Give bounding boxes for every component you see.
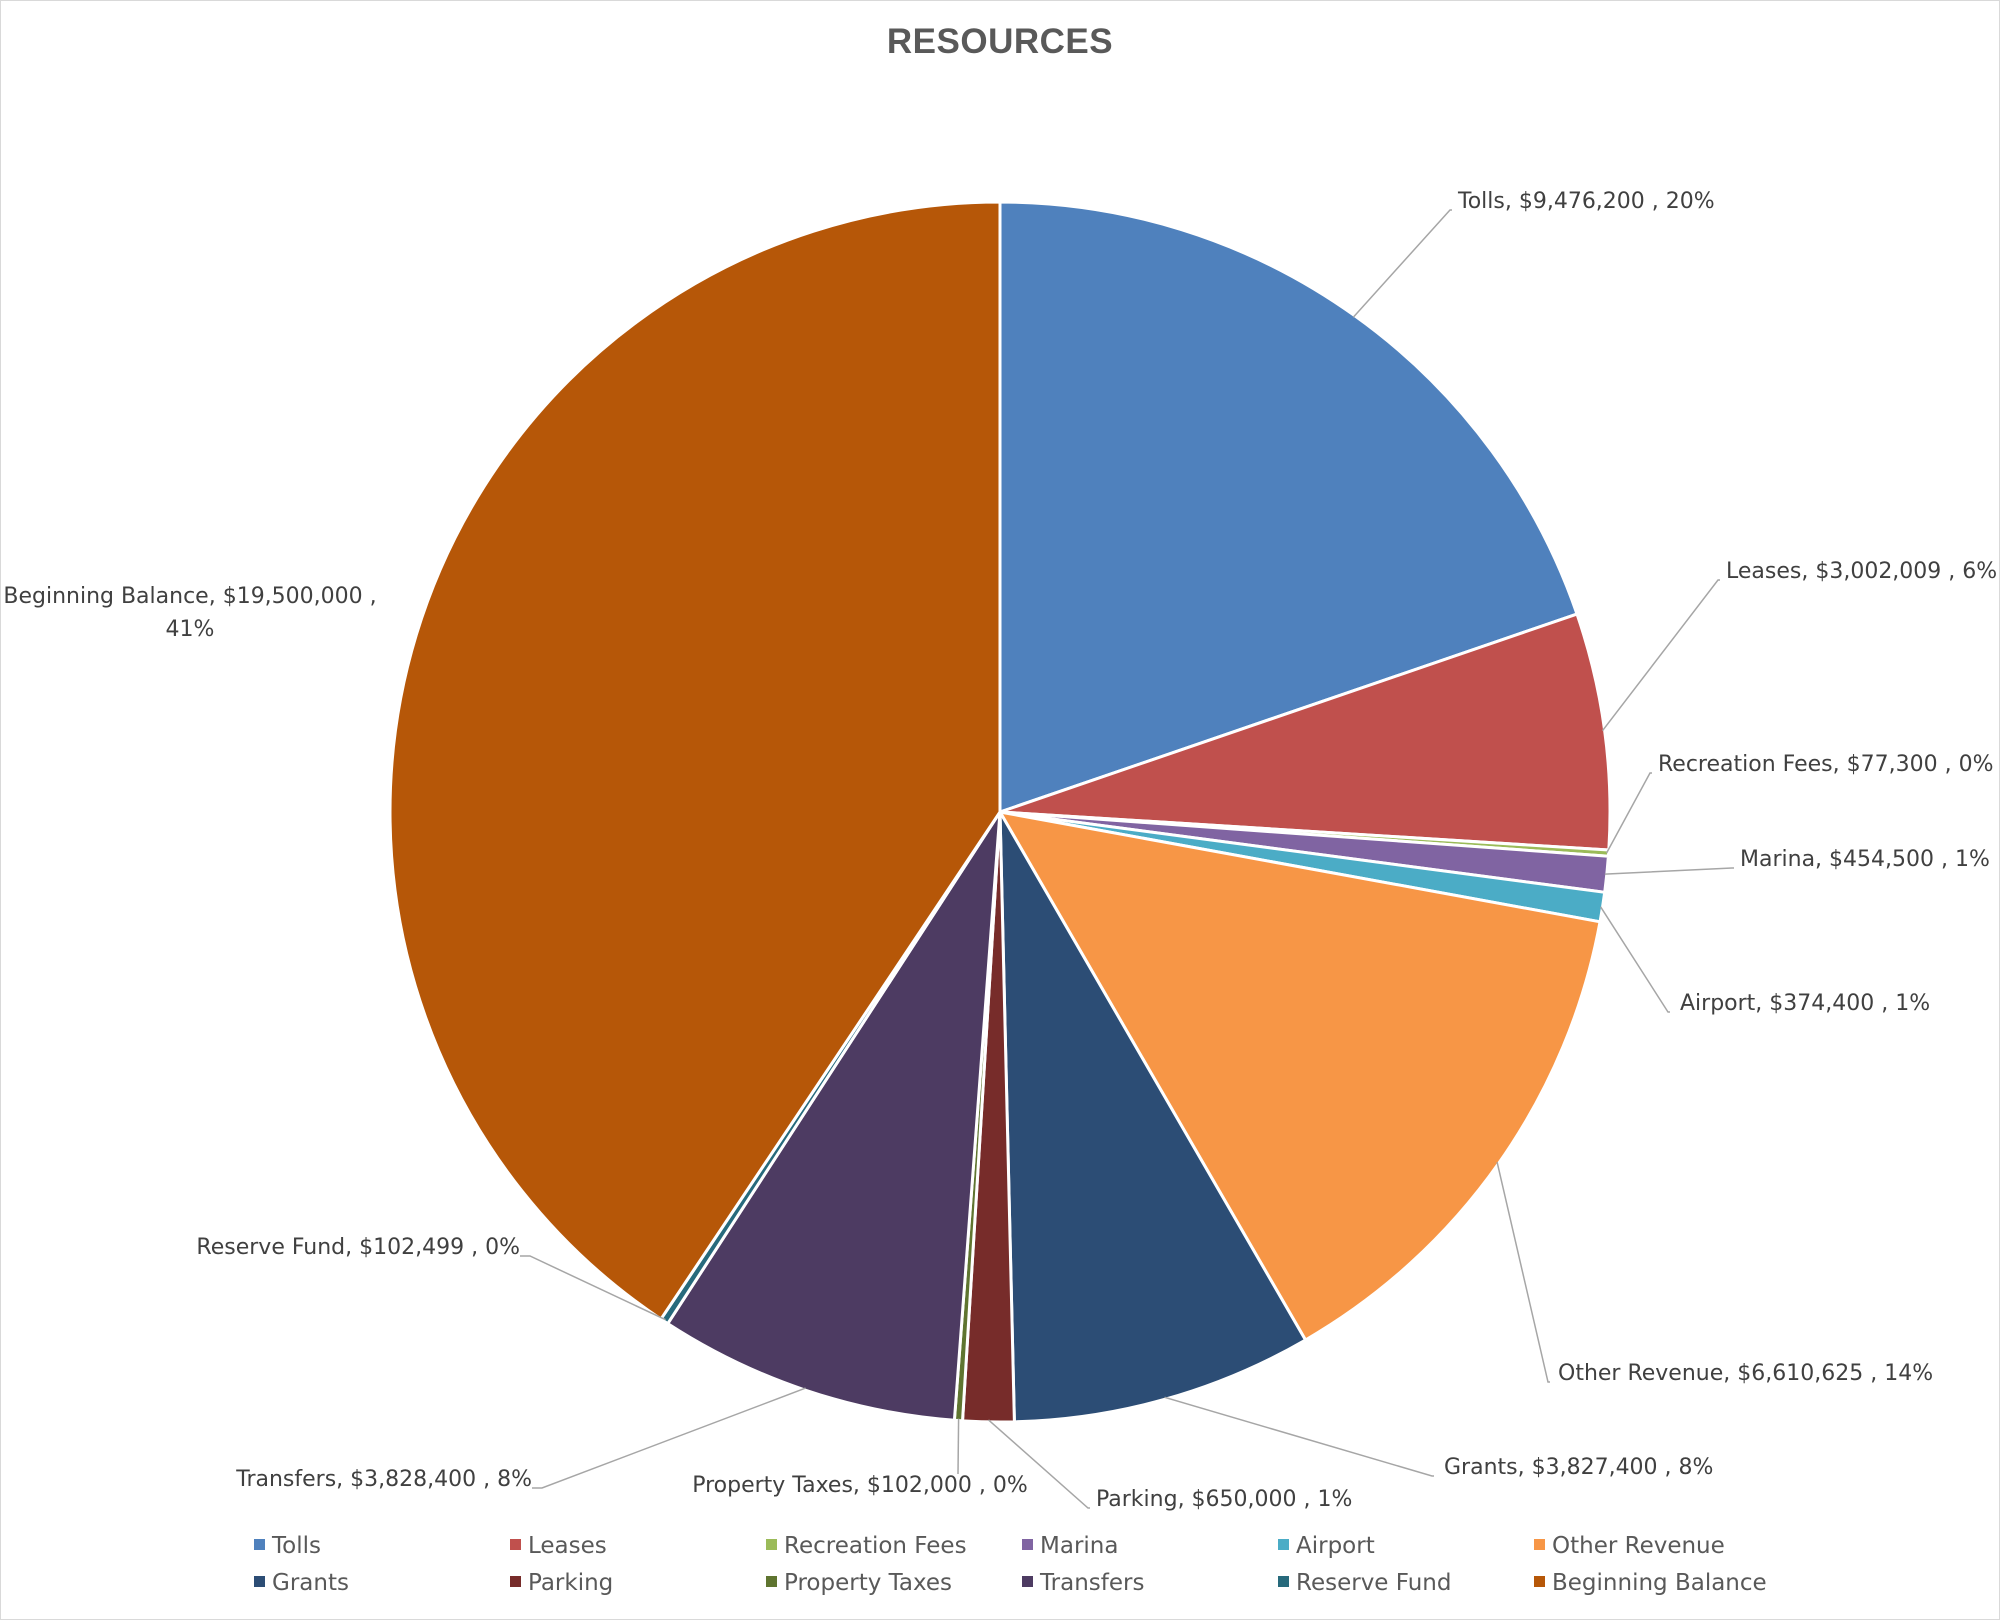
legend-label-grants: Grants: [272, 1570, 349, 1596]
leader-line-property-taxes: [958, 1419, 959, 1474]
legend-swatch-airport: [1278, 1539, 1289, 1550]
data-label-property-taxes: Property Taxes, $102,000 , 0%: [692, 1473, 1028, 1498]
leader-line-tolls: [1353, 210, 1452, 317]
legend-label-parking: Parking: [528, 1570, 613, 1596]
data-label-other-revenue: Other Revenue, $6,610,625 , 14%: [1558, 1361, 1933, 1386]
legend-swatch-leases: [510, 1539, 521, 1550]
data-label-parking: Parking, $650,000 , 1%: [1096, 1487, 1352, 1512]
legend-swatch-recreation-fees: [766, 1539, 777, 1550]
legend-label-leases: Leases: [528, 1533, 607, 1559]
legend-swatch-marina: [1022, 1539, 1033, 1550]
legend-swatch-reserve-fund: [1278, 1576, 1289, 1587]
leader-line-grants: [1165, 1397, 1434, 1476]
legend: Tolls Leases Recreation Fees Marina Airport O…: [254, 1533, 1767, 1596]
legend-label-beginning-balance: Beginning Balance: [1552, 1570, 1767, 1596]
legend-label-reserve-fund: Reserve Fund: [1296, 1570, 1452, 1596]
data-label-grants: Grants, $3,827,400 , 8%: [1444, 1455, 1713, 1480]
legend-swatch-grants: [254, 1576, 265, 1587]
legend-label-property-taxes: Property Taxes: [784, 1570, 952, 1596]
pie-slices: [390, 202, 1610, 1422]
data-label-marina: Marina, $454,500 , 1%: [1740, 847, 1990, 872]
legend-swatch-property-taxes: [766, 1576, 777, 1587]
legend-label-airport: Airport: [1296, 1533, 1375, 1559]
legend-label-tolls: Tolls: [271, 1533, 321, 1559]
leader-line-recreation-fees: [1607, 773, 1652, 853]
legend-label-recreation-fees: Recreation Fees: [784, 1533, 967, 1559]
legend-label-transfers: Transfers: [1039, 1570, 1144, 1596]
legend-swatch-tolls: [254, 1539, 265, 1550]
data-label-recreation-fees: Recreation Fees, $77,300 , 0%: [1658, 752, 1993, 777]
data-label-transfers: Transfers, $3,828,400 , 8%: [235, 1467, 532, 1492]
legend-swatch-parking: [510, 1576, 521, 1587]
legend-swatch-other-revenue: [1534, 1539, 1545, 1550]
data-label-airport: Airport, $374,400 , 1%: [1680, 991, 1930, 1016]
leader-line-marina: [1605, 868, 1734, 874]
legend-swatch-transfers: [1022, 1576, 1033, 1587]
leader-line-other-revenue: [1497, 1162, 1550, 1382]
data-label-reserve-fund: Reserve Fund, $102,499 , 0%: [196, 1235, 520, 1260]
data-label-beginning-balance: Beginning Balance, $19,500,000 , 41%: [3, 584, 376, 642]
legend-swatch-beginning-balance: [1534, 1576, 1545, 1587]
leader-line-leases: [1603, 580, 1721, 731]
data-label-leases: Leases, $3,002,009 , 6%: [1726, 559, 1997, 584]
leader-line-airport: [1601, 907, 1670, 1012]
legend-label-marina: Marina: [1040, 1533, 1118, 1559]
data-label-tolls: Tolls, $9,476,200 , 20%: [1457, 189, 1715, 214]
legend-label-other-revenue: Other Revenue: [1552, 1533, 1725, 1559]
